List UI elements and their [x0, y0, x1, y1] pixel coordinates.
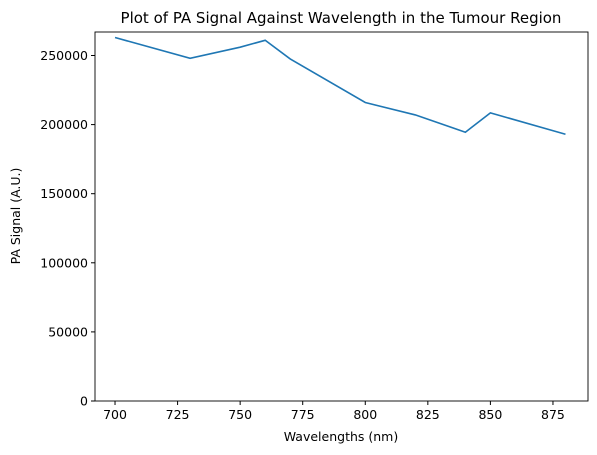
x-tick-label: 800: [353, 407, 377, 422]
y-tick-label: 50000: [48, 324, 88, 339]
chart-title: Plot of PA Signal Against Wavelength in …: [121, 9, 562, 27]
y-tick-label: 150000: [40, 186, 88, 201]
y-tick-label: 250000: [40, 48, 88, 63]
x-axis-label: Wavelengths (nm): [284, 429, 399, 444]
x-tick-label: 825: [416, 407, 440, 422]
x-tick-label: 875: [541, 407, 565, 422]
x-tick-label: 775: [291, 407, 315, 422]
x-tick-label: 700: [103, 407, 127, 422]
axes-frame: [94, 31, 589, 402]
y-axis-label: PA Signal (A.U.): [8, 168, 23, 265]
x-tick-label: 750: [228, 407, 252, 422]
line: [114, 36, 566, 136]
y-tick-label: 100000: [40, 255, 88, 270]
x-tick-label: 850: [478, 407, 502, 422]
y-tick-label: 0: [80, 394, 88, 409]
x-tick-label: 725: [166, 407, 190, 422]
y-tick-label: 200000: [40, 117, 88, 132]
